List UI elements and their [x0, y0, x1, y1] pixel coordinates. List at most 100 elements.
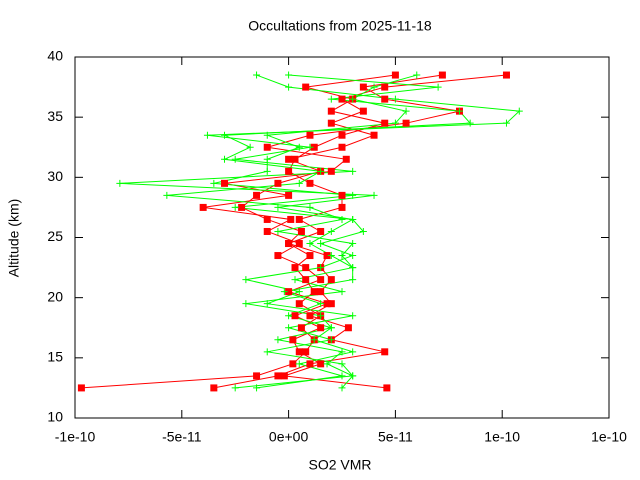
marker-square — [285, 191, 293, 199]
marker-plus — [203, 131, 211, 139]
marker-square — [344, 324, 352, 332]
marker-square — [381, 83, 389, 91]
marker-plus — [317, 300, 325, 308]
marker-plus — [434, 83, 442, 91]
marker-square — [287, 215, 295, 223]
marker-plus — [242, 276, 250, 284]
marker-square — [285, 240, 293, 248]
marker-square — [317, 324, 325, 332]
marker-plus — [349, 372, 357, 380]
marker-plus — [402, 107, 410, 115]
marker-plus — [359, 227, 367, 235]
marker-square — [306, 179, 314, 187]
marker-plus — [317, 167, 325, 175]
marker-plus — [327, 95, 335, 103]
marker-square — [289, 336, 297, 344]
marker-plus — [231, 155, 239, 163]
marker-plus — [327, 252, 335, 260]
marker-square — [295, 348, 303, 356]
marker-square — [253, 191, 261, 199]
marker-square — [327, 300, 335, 308]
plot-border — [74, 56, 610, 419]
marker-plus — [231, 203, 239, 211]
marker-square — [327, 119, 335, 127]
marker-square — [327, 276, 335, 284]
marker-plus — [285, 71, 293, 79]
marker-square — [317, 227, 325, 235]
marker-square — [370, 131, 378, 139]
marker-plus — [285, 83, 293, 91]
marker-plus — [221, 155, 229, 163]
x-tick-label: 0e+00 — [269, 429, 309, 445]
marker-square — [210, 384, 218, 392]
x-tick-label: -5e-11 — [162, 429, 202, 445]
marker-square — [338, 143, 346, 151]
marker-square — [317, 288, 325, 296]
marker-square — [291, 312, 299, 320]
y-tick-label: 40 — [47, 48, 63, 64]
marker-square — [274, 252, 282, 260]
marker-square — [285, 288, 293, 296]
marker-plus — [338, 360, 346, 368]
marker-plus — [285, 312, 293, 320]
marker-plus — [338, 252, 346, 260]
marker-square — [381, 348, 389, 356]
marker-plus — [295, 360, 303, 368]
marker-square — [221, 179, 229, 187]
marker-plus — [306, 143, 314, 151]
marker-square — [291, 155, 299, 163]
y-tick-label: 30 — [47, 168, 63, 184]
y-tick-label: 10 — [47, 409, 63, 425]
marker-square — [295, 240, 303, 248]
marker-square — [199, 203, 207, 211]
marker-square — [297, 324, 305, 332]
marker-plus — [116, 179, 124, 187]
y-tick-label: 15 — [47, 349, 63, 365]
marker-plus — [370, 83, 378, 91]
marker-plus — [338, 215, 346, 223]
marker-square — [77, 384, 85, 392]
marker-plus — [253, 384, 261, 392]
marker-plus — [221, 131, 229, 139]
marker-plus — [263, 131, 271, 139]
marker-square — [263, 227, 271, 235]
marker-plus — [274, 336, 282, 344]
marker-plus — [274, 227, 282, 235]
marker-plus — [295, 288, 303, 296]
x-tick-label: 1e-10 — [484, 429, 520, 445]
marker-plus — [515, 107, 523, 115]
marker-plus — [210, 179, 218, 187]
marker-plus — [338, 288, 346, 296]
marker-square — [391, 71, 399, 79]
marker-square — [306, 360, 314, 368]
marker-square — [323, 300, 331, 308]
marker-plus — [413, 71, 421, 79]
marker-square — [381, 119, 389, 127]
marker-square — [306, 312, 314, 320]
marker-plus — [349, 276, 357, 284]
marker-plus — [323, 360, 331, 368]
marker-square — [310, 143, 318, 151]
marker-plus — [327, 336, 335, 344]
x-tick-label: 5e-11 — [378, 429, 413, 445]
marker-square — [306, 252, 314, 260]
marker-plus — [263, 155, 271, 163]
marker-square — [285, 167, 293, 175]
marker-plus — [263, 167, 271, 175]
marker-square — [302, 348, 310, 356]
marker-plus — [242, 300, 250, 308]
y-tick-label: 35 — [47, 108, 63, 124]
marker-plus — [317, 312, 325, 320]
marker-plus — [349, 191, 357, 199]
marker-plus — [285, 324, 293, 332]
marker-plus — [455, 107, 463, 115]
marker-square — [323, 252, 331, 260]
marker-square — [274, 372, 282, 380]
marker-plus — [317, 264, 325, 272]
marker-plus — [306, 240, 314, 248]
y-axis-label: Altitude (km) — [6, 199, 22, 278]
marker-plus — [291, 276, 299, 284]
chart-title: Occultations from 2025-11-18 — [248, 18, 432, 34]
